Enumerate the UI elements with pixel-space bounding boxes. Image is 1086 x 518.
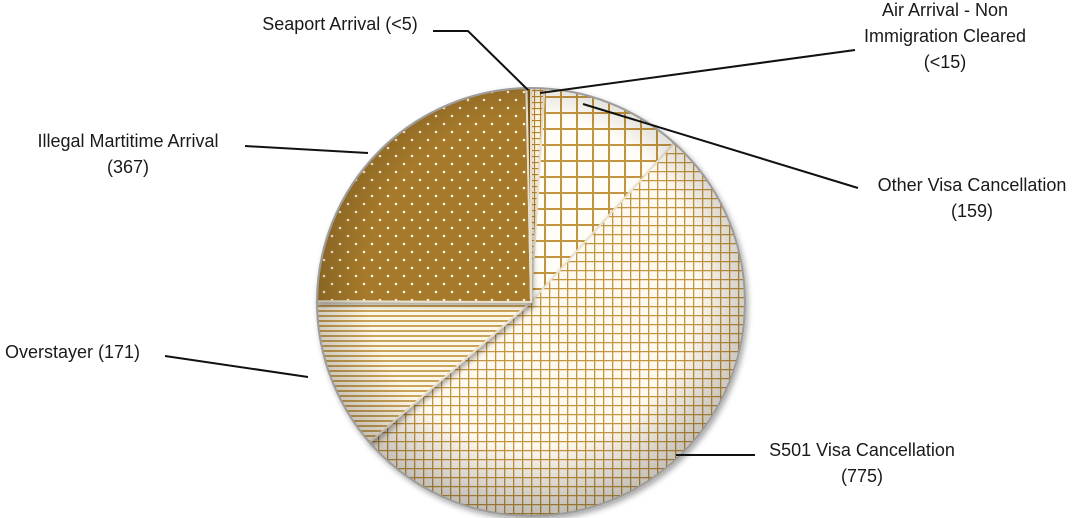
slice-label-other-visa-cancellation: Other Visa Cancellation (159) <box>878 175 1067 221</box>
pie-outline <box>316 87 746 517</box>
leader-line-illegal-martitime-arrival <box>244 145 369 154</box>
slice-label-overstayer: Overstayer (171) <box>5 342 140 362</box>
leader-line-seaport-arrival <box>433 30 529 91</box>
leader-line-overstayer <box>164 355 309 378</box>
leader-lines <box>164 30 859 456</box>
pie-slices <box>315 86 747 518</box>
slice-labels: Air Arrival - Non Immigration Cleared (<15… <box>5 0 1066 486</box>
slice-label-seaport-arrival: Seaport Arrival (<5) <box>262 14 418 34</box>
leader-line-air-arrival-non-immigration-cleared <box>539 49 856 94</box>
slice-label-air-arrival-non-immigration-cleared: Air Arrival - Non Immigration Cleared (<15… <box>864 0 1026 72</box>
leader-line-other-visa-cancellation <box>582 103 859 189</box>
slice-label-s501-visa-cancellation: S501 Visa Cancellation (775) <box>769 440 955 486</box>
slice-label-illegal-martitime-arrival: Illegal Martitime Arrival (367) <box>37 131 218 177</box>
